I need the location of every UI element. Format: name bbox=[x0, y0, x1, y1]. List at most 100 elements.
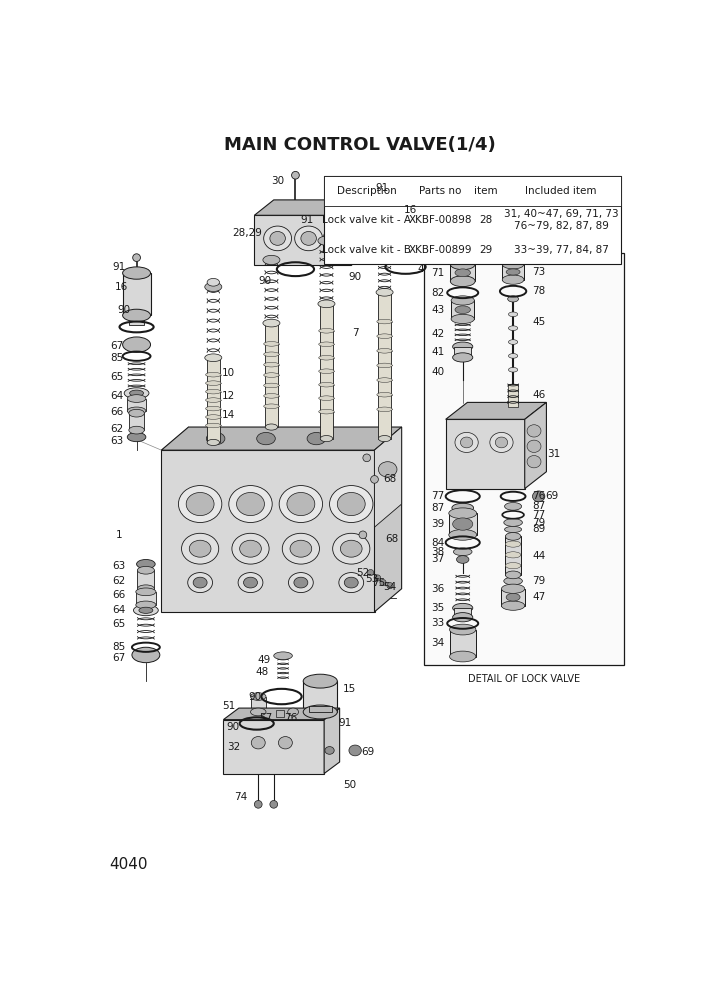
Ellipse shape bbox=[239, 541, 261, 558]
Text: 90: 90 bbox=[258, 276, 271, 286]
Ellipse shape bbox=[135, 601, 156, 609]
Text: 76: 76 bbox=[532, 491, 545, 501]
Ellipse shape bbox=[353, 221, 365, 232]
Ellipse shape bbox=[289, 572, 313, 592]
Text: 31: 31 bbox=[548, 449, 561, 459]
Ellipse shape bbox=[377, 407, 392, 412]
Text: 90: 90 bbox=[226, 722, 239, 732]
Ellipse shape bbox=[451, 314, 475, 323]
Ellipse shape bbox=[303, 705, 337, 719]
Ellipse shape bbox=[329, 485, 373, 523]
Text: 33~39, 77, 84, 87: 33~39, 77, 84, 87 bbox=[514, 245, 609, 255]
Polygon shape bbox=[223, 708, 340, 719]
Text: Lock valve kit - B: Lock valve kit - B bbox=[322, 245, 411, 255]
Text: MAIN CONTROL VALVE(1/4): MAIN CONTROL VALVE(1/4) bbox=[224, 136, 496, 154]
Ellipse shape bbox=[339, 572, 364, 592]
Ellipse shape bbox=[319, 328, 334, 333]
Text: 48: 48 bbox=[256, 667, 269, 677]
Ellipse shape bbox=[378, 461, 397, 477]
Ellipse shape bbox=[190, 541, 211, 558]
Text: 47: 47 bbox=[532, 592, 545, 602]
Ellipse shape bbox=[455, 306, 470, 313]
Ellipse shape bbox=[290, 541, 312, 558]
Text: 53: 53 bbox=[365, 573, 378, 583]
Ellipse shape bbox=[182, 534, 219, 564]
Ellipse shape bbox=[377, 378, 392, 382]
Bar bbox=[207, 358, 220, 442]
Text: 85: 85 bbox=[111, 353, 124, 363]
Text: 84: 84 bbox=[431, 538, 444, 548]
Text: 82: 82 bbox=[431, 288, 444, 298]
Polygon shape bbox=[254, 215, 351, 265]
Ellipse shape bbox=[504, 519, 522, 527]
Ellipse shape bbox=[257, 433, 275, 444]
Ellipse shape bbox=[232, 534, 269, 564]
Ellipse shape bbox=[264, 373, 279, 377]
Bar bbox=[324, 177, 621, 264]
Bar bbox=[390, 207, 421, 252]
Ellipse shape bbox=[378, 435, 391, 441]
Ellipse shape bbox=[508, 339, 518, 344]
Ellipse shape bbox=[288, 708, 298, 716]
Ellipse shape bbox=[318, 236, 335, 245]
Text: 15: 15 bbox=[343, 683, 357, 693]
Ellipse shape bbox=[264, 352, 279, 356]
Text: 79: 79 bbox=[532, 518, 545, 528]
Ellipse shape bbox=[291, 172, 299, 180]
Ellipse shape bbox=[374, 575, 380, 581]
Ellipse shape bbox=[325, 747, 334, 754]
Ellipse shape bbox=[303, 675, 337, 688]
Ellipse shape bbox=[368, 569, 373, 575]
Text: 42: 42 bbox=[431, 328, 444, 338]
Bar bbox=[276, 710, 284, 716]
Ellipse shape bbox=[371, 475, 378, 483]
Ellipse shape bbox=[265, 424, 277, 431]
Ellipse shape bbox=[451, 296, 475, 306]
Ellipse shape bbox=[449, 530, 477, 541]
Text: XKBF-00899: XKBF-00899 bbox=[409, 245, 472, 255]
Text: 77: 77 bbox=[431, 491, 444, 501]
Bar bbox=[508, 384, 518, 407]
Text: 74: 74 bbox=[234, 792, 247, 802]
Text: 38: 38 bbox=[431, 547, 444, 557]
Ellipse shape bbox=[244, 577, 258, 588]
Bar bbox=[449, 513, 477, 535]
Ellipse shape bbox=[129, 427, 145, 434]
Text: 91: 91 bbox=[338, 718, 352, 728]
Bar bbox=[251, 696, 266, 712]
Ellipse shape bbox=[533, 491, 545, 502]
Text: 29: 29 bbox=[479, 245, 493, 255]
Ellipse shape bbox=[506, 269, 520, 275]
Polygon shape bbox=[446, 403, 546, 420]
Ellipse shape bbox=[349, 745, 362, 756]
Ellipse shape bbox=[254, 801, 262, 808]
Text: 67: 67 bbox=[111, 341, 124, 351]
Ellipse shape bbox=[501, 601, 524, 610]
Text: 63: 63 bbox=[111, 435, 124, 445]
Ellipse shape bbox=[452, 503, 474, 513]
Ellipse shape bbox=[453, 518, 473, 530]
Ellipse shape bbox=[270, 231, 286, 245]
Ellipse shape bbox=[282, 534, 319, 564]
Ellipse shape bbox=[123, 337, 150, 352]
Bar bbox=[449, 630, 476, 657]
Text: 87: 87 bbox=[431, 503, 444, 513]
Ellipse shape bbox=[377, 363, 392, 368]
Text: 44: 44 bbox=[532, 551, 545, 560]
Ellipse shape bbox=[324, 226, 351, 251]
Ellipse shape bbox=[263, 319, 280, 327]
Text: 28: 28 bbox=[479, 215, 493, 225]
Bar bbox=[303, 682, 337, 712]
Text: 49: 49 bbox=[257, 655, 270, 665]
Ellipse shape bbox=[527, 440, 541, 452]
Polygon shape bbox=[351, 200, 371, 265]
Ellipse shape bbox=[508, 325, 518, 330]
Text: 34: 34 bbox=[431, 638, 444, 648]
Text: 90: 90 bbox=[118, 305, 131, 315]
Bar bbox=[123, 273, 150, 315]
Ellipse shape bbox=[127, 395, 146, 403]
Text: 39: 39 bbox=[431, 519, 444, 529]
Ellipse shape bbox=[207, 279, 220, 286]
Ellipse shape bbox=[274, 652, 292, 660]
Text: 57: 57 bbox=[259, 713, 272, 723]
